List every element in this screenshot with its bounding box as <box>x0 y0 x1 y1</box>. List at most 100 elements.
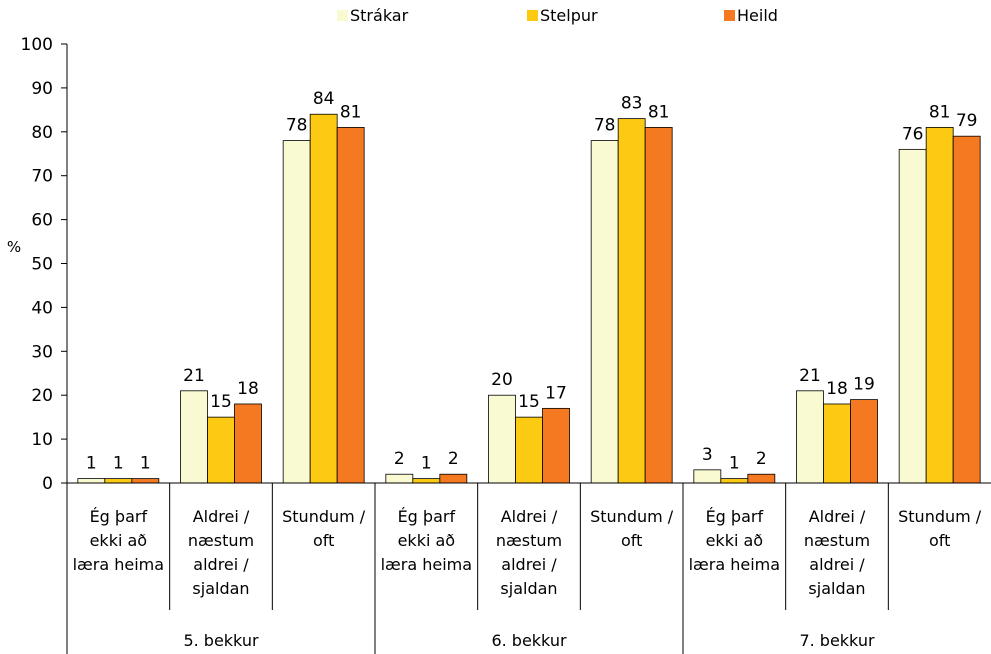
category-label: oft <box>621 531 642 550</box>
bar-strákar <box>590 140 619 484</box>
category-label: Aldrei / <box>501 507 558 526</box>
legend-swatch-heild <box>724 10 735 21</box>
category-label: læra heima <box>689 555 780 574</box>
bar-stelpur <box>207 416 235 484</box>
category-label: læra heima <box>381 555 472 574</box>
data-label: 1 <box>113 454 124 474</box>
data-label: 78 <box>286 116 308 136</box>
data-label: 81 <box>648 102 670 122</box>
data-label: 2 <box>448 449 459 469</box>
category-label: aldrei / <box>501 555 557 574</box>
y-tick-label: 90 <box>31 79 53 99</box>
legend-label: Heild <box>737 6 778 25</box>
data-label: 76 <box>902 124 924 144</box>
y-tick-label: 10 <box>31 430 53 450</box>
data-label: 79 <box>956 111 978 131</box>
category-label: Stundum / <box>590 507 674 526</box>
bar-strákar <box>385 473 414 484</box>
data-label: 21 <box>183 366 205 386</box>
bar-stelpur <box>309 113 338 484</box>
category-label: oft <box>313 531 334 550</box>
data-label: 3 <box>702 445 713 465</box>
legend-swatch-stelpur <box>527 10 538 21</box>
data-label: 18 <box>237 379 259 399</box>
y-tick-label: 100 <box>21 35 53 55</box>
legend: Strákar Stelpur Heild <box>337 6 778 25</box>
legend-label: Strákar <box>350 6 409 25</box>
bar-heild <box>234 403 262 484</box>
group-label: 5. bekkur <box>183 631 259 650</box>
data-label: 1 <box>421 454 432 474</box>
category-label: aldrei / <box>193 555 249 574</box>
bar-stelpur <box>925 127 954 484</box>
bar-heild <box>644 127 673 484</box>
bar-strákar <box>693 469 722 484</box>
bar-heild <box>850 399 878 484</box>
category-label: næstum <box>804 531 870 550</box>
bar-strákar <box>796 390 824 484</box>
bar-heild <box>952 135 981 484</box>
data-label: 84 <box>313 89 335 109</box>
bar-heild <box>131 478 160 484</box>
x-axis: Ég þarf ekki að læra heima Aldrei / næstum al… <box>66 482 991 654</box>
bar-heild <box>542 407 570 484</box>
data-label: 21 <box>799 366 821 386</box>
y-tick-label: 60 <box>31 211 53 231</box>
data-label: 20 <box>491 370 513 390</box>
category-label: Aldrei / <box>193 507 250 526</box>
category-label: Ég þarf <box>398 507 456 526</box>
data-label: 81 <box>340 102 362 122</box>
category-label: næstum <box>496 531 562 550</box>
data-label: 2 <box>394 449 405 469</box>
data-label: 83 <box>621 94 643 114</box>
group-label: 7. bekkur <box>799 631 875 650</box>
bar-heild <box>439 473 468 484</box>
category-label: sjaldan <box>500 579 557 598</box>
bar-stelpur <box>104 478 133 484</box>
legend-label: Stelpur <box>540 6 598 25</box>
y-tick-label: 0 <box>42 474 53 494</box>
y-axis-label: % <box>7 238 21 256</box>
category-label: sjaldan <box>192 579 249 598</box>
category-label: Ég þarf <box>90 507 148 526</box>
y-tick-label: 30 <box>31 342 53 362</box>
category-label: oft <box>929 531 950 550</box>
category-label: ekki að <box>398 531 456 550</box>
category-label: Ég þarf <box>706 507 764 526</box>
category-label: Stundum / <box>282 507 366 526</box>
bar-strákar <box>180 390 208 484</box>
y-tick-label: 20 <box>31 386 53 406</box>
y-axis: 0 10 20 30 40 50 60 70 80 90 100% <box>7 35 68 494</box>
data-label: 1 <box>140 454 151 474</box>
category-label: aldrei / <box>809 555 865 574</box>
bar-heild <box>336 127 365 484</box>
bar-stelpur <box>412 478 441 484</box>
bar-stelpur <box>823 403 851 484</box>
bar-stelpur <box>617 118 646 484</box>
category-label: Aldrei / <box>809 507 866 526</box>
bar-strákar <box>898 148 927 484</box>
bar-strákar <box>282 140 311 484</box>
category-label: Stundum / <box>898 507 982 526</box>
category-label: ekki að <box>90 531 148 550</box>
y-tick-label: 80 <box>31 123 53 143</box>
data-label: 15 <box>210 392 232 412</box>
data-label: 15 <box>518 392 540 412</box>
category-label: næstum <box>188 531 254 550</box>
category-label: ekki að <box>706 531 764 550</box>
bar-heild <box>747 473 776 484</box>
data-label: 2 <box>756 449 767 469</box>
data-label: 78 <box>594 116 616 136</box>
data-label: 81 <box>929 102 951 122</box>
bar-stelpur <box>720 478 749 484</box>
bar-strákar <box>77 478 106 484</box>
category-label: sjaldan <box>808 579 865 598</box>
category-label: læra heima <box>73 555 164 574</box>
legend-swatch-strákar <box>337 10 348 21</box>
y-tick-label: 70 <box>31 167 53 187</box>
y-tick-label: 40 <box>31 298 53 318</box>
group-label: 6. bekkur <box>491 631 567 650</box>
data-label: 18 <box>826 379 848 399</box>
